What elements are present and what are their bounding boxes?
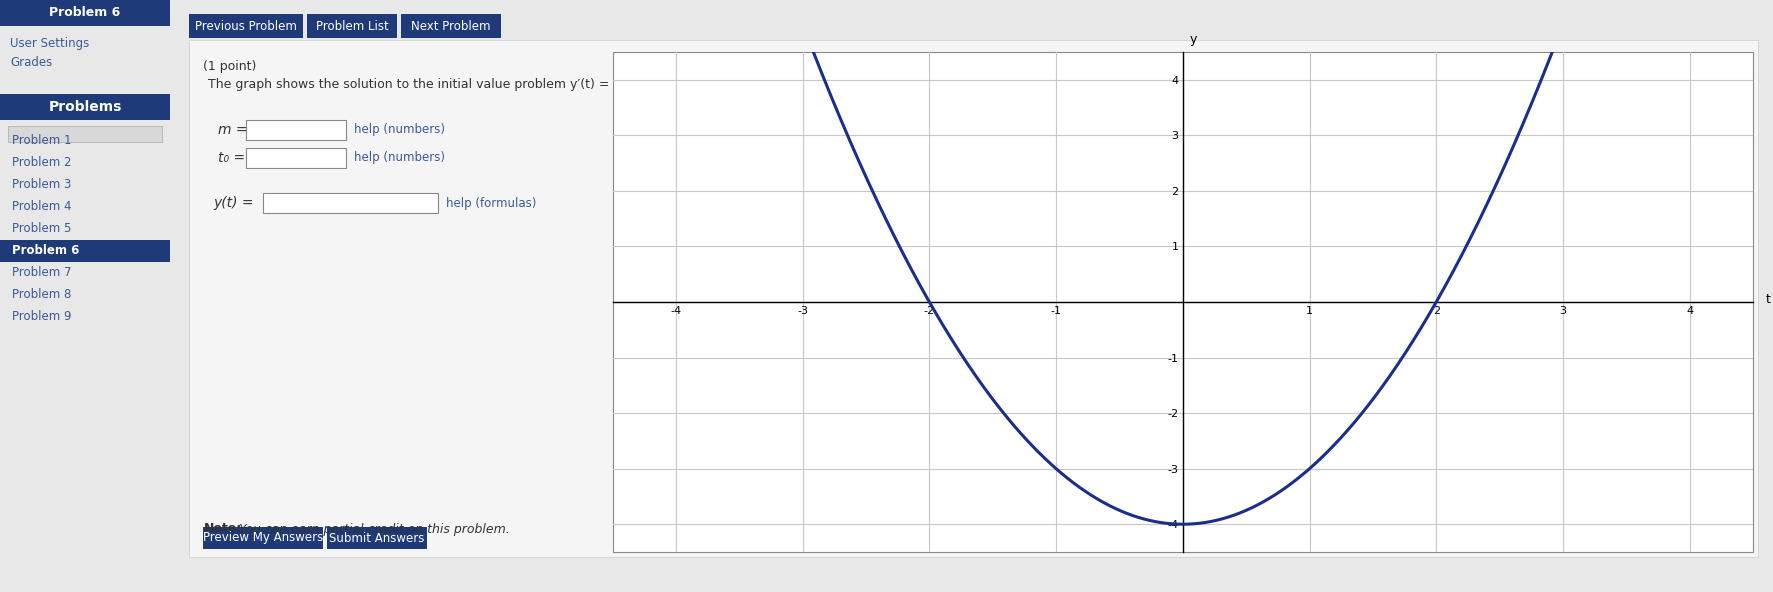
Text: Preview My Answers: Preview My Answers [204, 532, 323, 545]
Text: Problem 6: Problem 6 [12, 244, 80, 258]
Text: t₀ =: t₀ = [218, 151, 246, 165]
Text: t: t [1766, 292, 1771, 305]
Text: help (numbers): help (numbers) [355, 152, 445, 165]
Bar [0, 94, 170, 120]
Bar [9, 126, 161, 142]
Text: Next Problem: Next Problem [411, 20, 491, 33]
Text: User Settings: User Settings [11, 37, 89, 50]
Text: Previous Problem: Previous Problem [195, 20, 296, 33]
Text: The graph shows the solution to the initial value problem y′(t) = mt, y(t₀) = −4: The graph shows the solution to the init… [209, 78, 826, 91]
Text: Problem 1: Problem 1 [12, 134, 71, 147]
Bar [246, 148, 346, 168]
Text: Problem 5: Problem 5 [12, 223, 71, 236]
Text: You can earn partial credit on this problem.: You can earn partial credit on this prob… [236, 523, 511, 536]
Bar [0, 240, 170, 262]
Text: y: y [1190, 33, 1197, 46]
Bar [204, 527, 323, 549]
Text: Problem 8: Problem 8 [12, 288, 71, 301]
Text: Note:: Note: [204, 523, 241, 536]
Bar [188, 40, 1759, 557]
Text: m =: m = [218, 123, 248, 137]
Text: Problem 7: Problem 7 [12, 266, 71, 279]
Text: Problem List: Problem List [316, 20, 388, 33]
Text: y(t) =: y(t) = [213, 196, 254, 210]
Text: Problem 4: Problem 4 [12, 201, 71, 214]
Bar [401, 14, 500, 38]
Bar [0, 0, 170, 26]
Bar [264, 193, 438, 213]
Text: Submit Answers: Submit Answers [330, 532, 426, 545]
Text: Problem 2: Problem 2 [12, 156, 71, 169]
Text: Problem 3: Problem 3 [12, 179, 71, 191]
Text: (1 point): (1 point) [204, 60, 257, 73]
Bar [307, 14, 397, 38]
Text: Problem 6: Problem 6 [50, 7, 121, 20]
Bar [328, 527, 427, 549]
Bar [188, 14, 303, 38]
Text: help (numbers): help (numbers) [355, 124, 445, 137]
Text: Grades: Grades [11, 56, 51, 69]
Text: Problem 9: Problem 9 [12, 310, 71, 323]
Text: help (formulas): help (formulas) [447, 197, 535, 210]
Bar [246, 120, 346, 140]
Text: Problems: Problems [48, 100, 122, 114]
